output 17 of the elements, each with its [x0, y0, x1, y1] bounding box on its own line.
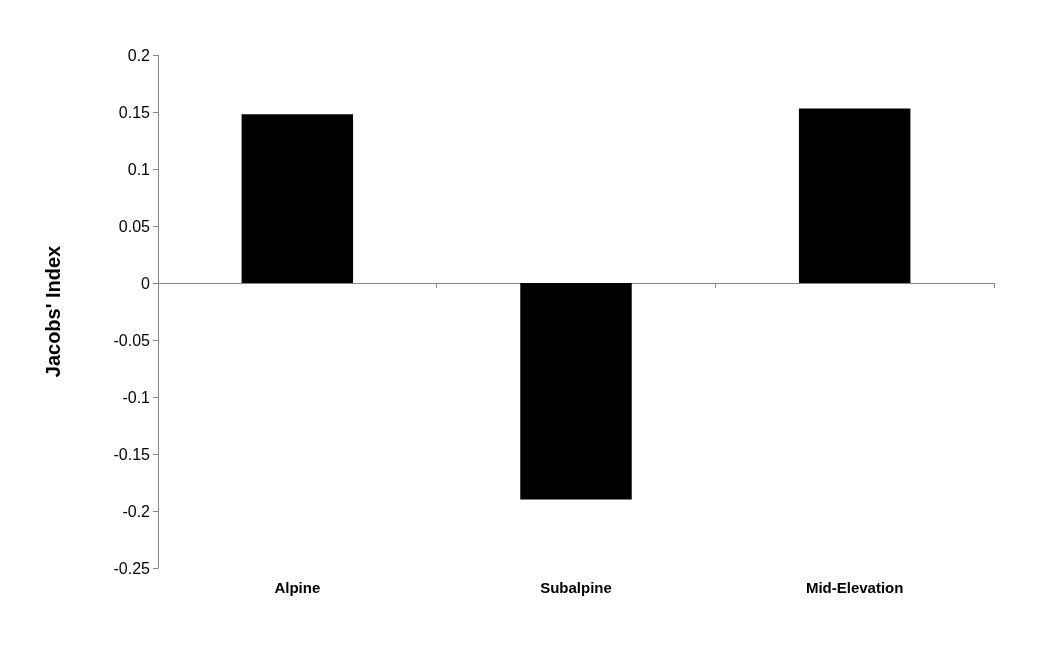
- x-tick-label: Subalpine: [540, 579, 612, 596]
- x-tick-label: Alpine: [274, 579, 321, 596]
- bar: [798, 108, 911, 283]
- x-tick-label: Mid-Elevation: [805, 579, 904, 596]
- y-tick-label: -0.2: [122, 502, 151, 520]
- y-tick-label: 0.1: [127, 160, 151, 178]
- bar: [241, 114, 354, 283]
- y-tick-label: -0.15: [113, 445, 151, 463]
- y-tick-label: -0.1: [122, 388, 151, 406]
- y-tick-label: -0.05: [113, 331, 151, 349]
- y-tick-label: 0.2: [127, 46, 151, 64]
- y-tick-label: 0.05: [118, 217, 151, 235]
- y-tick-label: 0: [141, 274, 151, 292]
- y-axis-title: Jacobs' Index: [42, 245, 64, 378]
- y-tick-label: 0.15: [118, 103, 151, 121]
- bar: [520, 283, 632, 500]
- y-tick-label: -0.25: [113, 559, 151, 577]
